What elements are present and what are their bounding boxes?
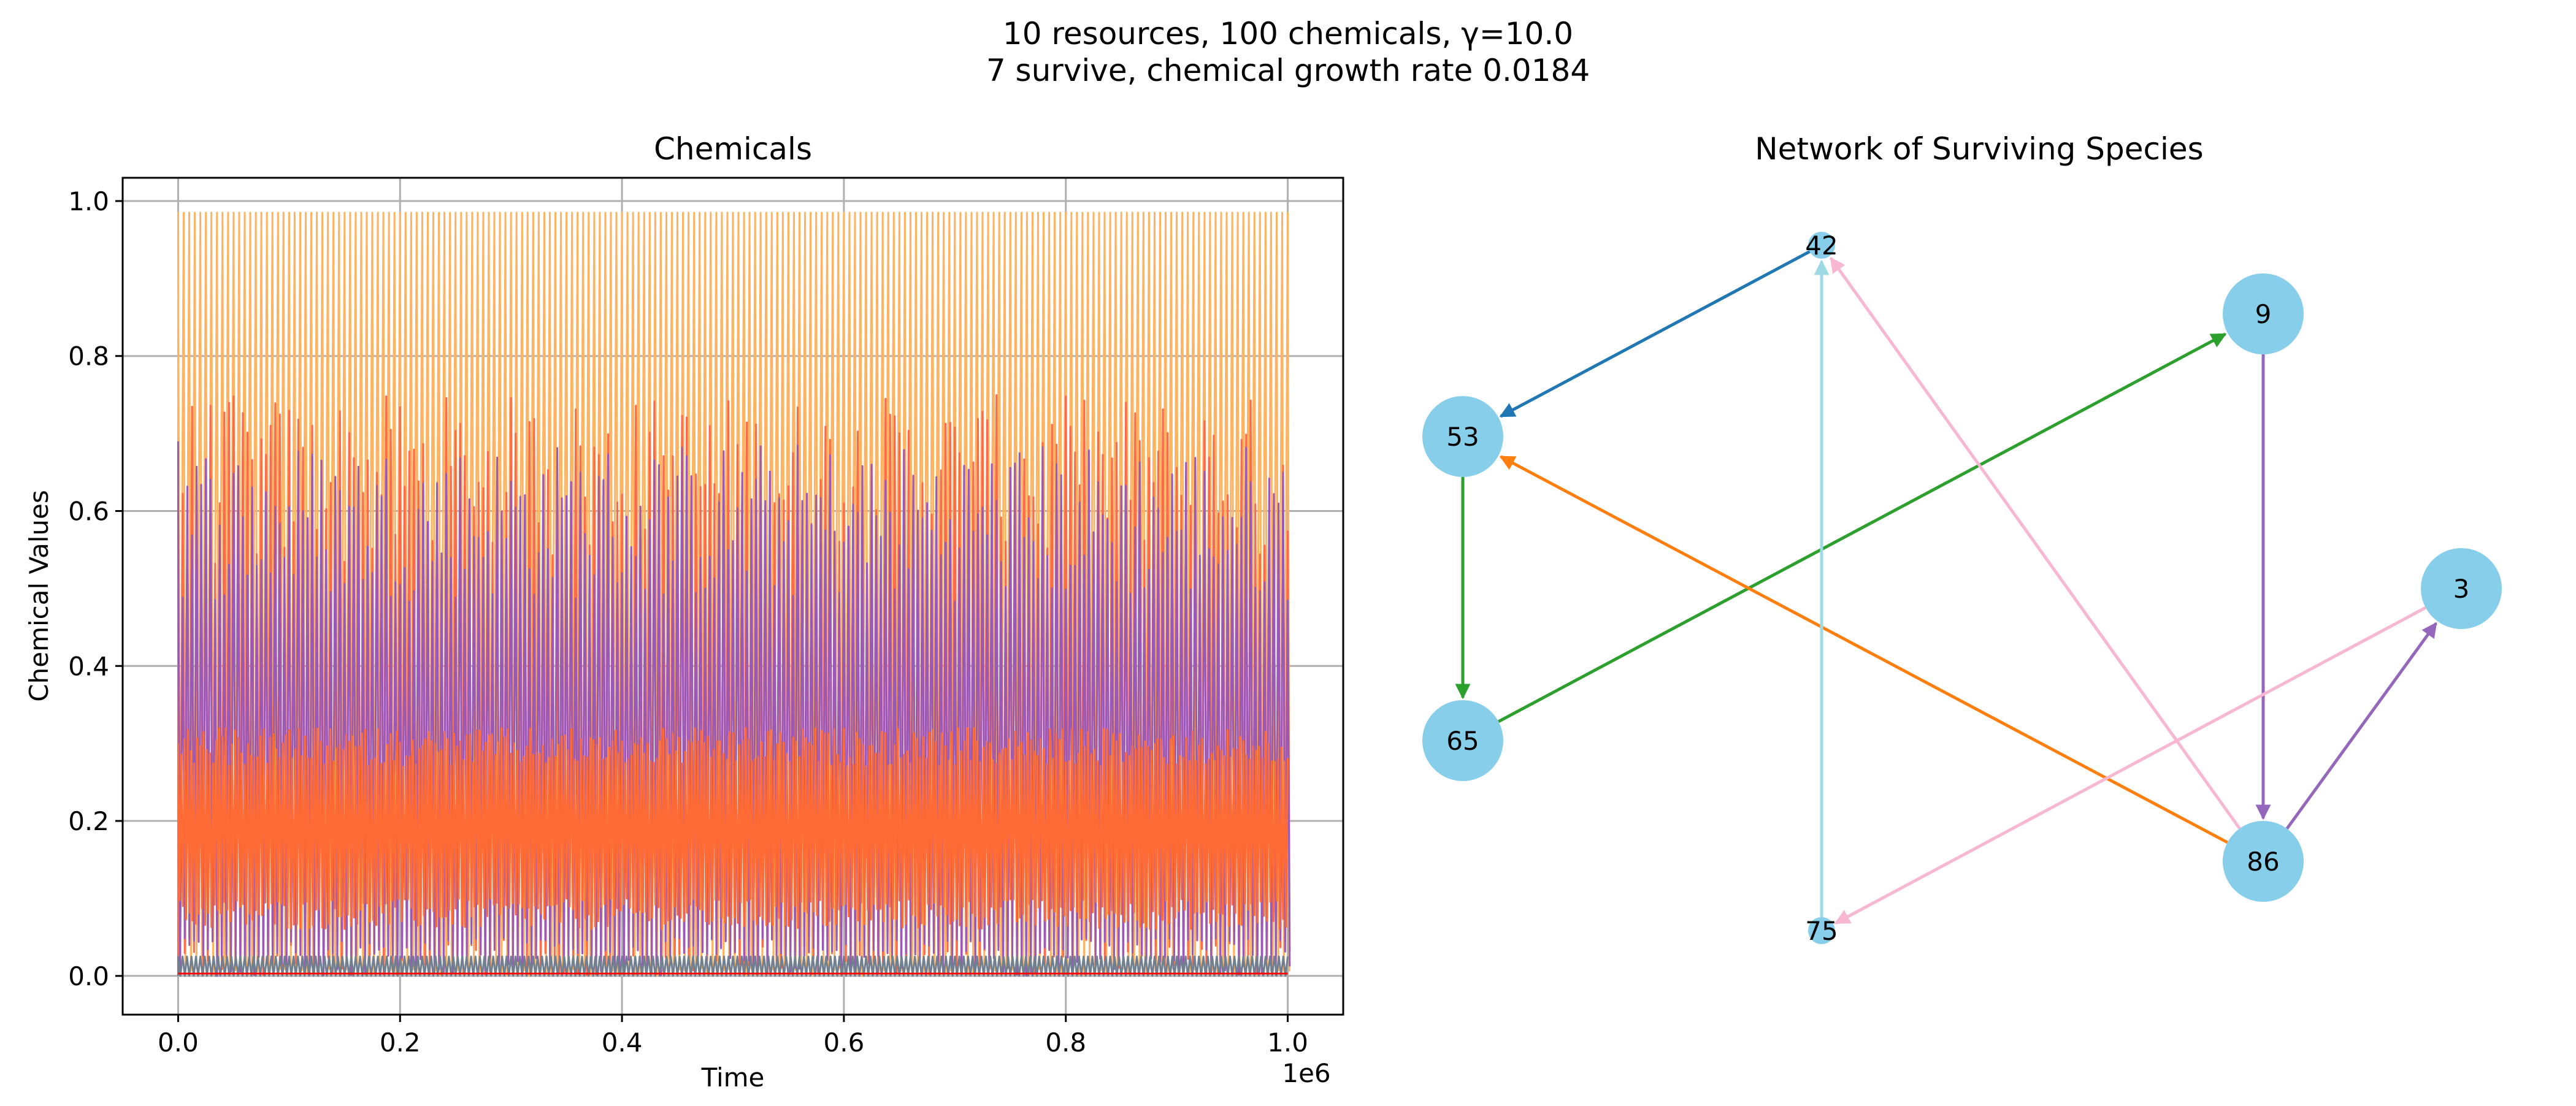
network-node-3 <box>2421 548 2502 629</box>
y-tick-label: 0.4 <box>68 651 109 681</box>
chemicals-ticks: 0.0 0.2 0.4 0.6 0.8 1.0 0.0 0.2 0.4 0.6 0.8 1.0 <box>68 186 1308 1058</box>
network-nodes: 42 9 53 3 65 86 75 <box>1422 231 2502 946</box>
y-tick-label: 1.0 <box>68 186 109 216</box>
chemicals-chart-title: Chemicals <box>654 131 812 167</box>
network-node-label: 86 <box>2247 847 2279 877</box>
chemicals-x-offset-label: 1e6 <box>1282 1058 1330 1088</box>
network-node-65 <box>1422 700 1503 781</box>
x-tick-label: 0.6 <box>824 1028 865 1058</box>
network-node-label: 9 <box>2255 299 2272 329</box>
figure-title-line1: 10 resources, 100 chemicals, γ=10.0 <box>1003 16 1573 51</box>
network-node-75 <box>1808 917 1835 944</box>
network-node-42 <box>1808 232 1835 259</box>
chemicals-y-label: Chemical Values <box>24 490 54 701</box>
chemicals-axes-frame <box>121 177 1344 1016</box>
network-edge-86-42 <box>1830 257 2241 830</box>
network-edges <box>1455 250 2437 925</box>
chemical-series-line <box>177 955 1289 977</box>
x-tick-label: 1.0 <box>1267 1028 1308 1058</box>
x-tick-label: 0.8 <box>1045 1028 1086 1058</box>
network-edge-86-53 <box>1499 455 2228 844</box>
network-edge-42-53 <box>1499 250 1811 418</box>
network-chart: Network of Surviving Species 42 9 53 3 65 86 7… <box>1422 131 2502 946</box>
network-edge-65-9 <box>1498 332 2227 723</box>
network-node-53 <box>1422 396 1503 477</box>
x-tick-label: 0.4 <box>602 1028 643 1058</box>
chemicals-chart: Chemicals 0.0 0.2 0.4 0.6 0.8 1.0 0.0 0.2 0.4 0.6… <box>24 131 1344 1093</box>
chemical-series-line <box>177 212 1290 977</box>
network-node-9 <box>2223 273 2304 354</box>
network-node-label: 65 <box>1446 726 1479 756</box>
network-node-label: 3 <box>2453 574 2470 604</box>
x-tick-label: 0.0 <box>158 1028 199 1058</box>
network-node-label: 53 <box>1446 422 1479 452</box>
network-chart-title: Network of Surviving Species <box>1755 131 2203 167</box>
y-tick-label: 0.2 <box>68 806 109 836</box>
chemical-series-line <box>177 727 1289 931</box>
y-tick-label: 0.6 <box>68 496 109 526</box>
network-edge-86-3 <box>2285 622 2437 830</box>
network-node-label: 75 <box>1805 916 1838 946</box>
network-edge-3-75 <box>1834 606 2426 925</box>
network-node-86 <box>2223 821 2304 902</box>
chemicals-x-label: Time <box>701 1062 765 1093</box>
network-node-label: 42 <box>1805 231 1838 261</box>
y-tick-label: 0.0 <box>68 961 109 991</box>
x-tick-label: 0.2 <box>380 1028 421 1058</box>
y-tick-label: 0.8 <box>68 341 109 372</box>
figure-title-line2: 7 survive, chemical growth rate 0.0184 <box>986 53 1590 88</box>
chemicals-series-group <box>177 212 1291 977</box>
